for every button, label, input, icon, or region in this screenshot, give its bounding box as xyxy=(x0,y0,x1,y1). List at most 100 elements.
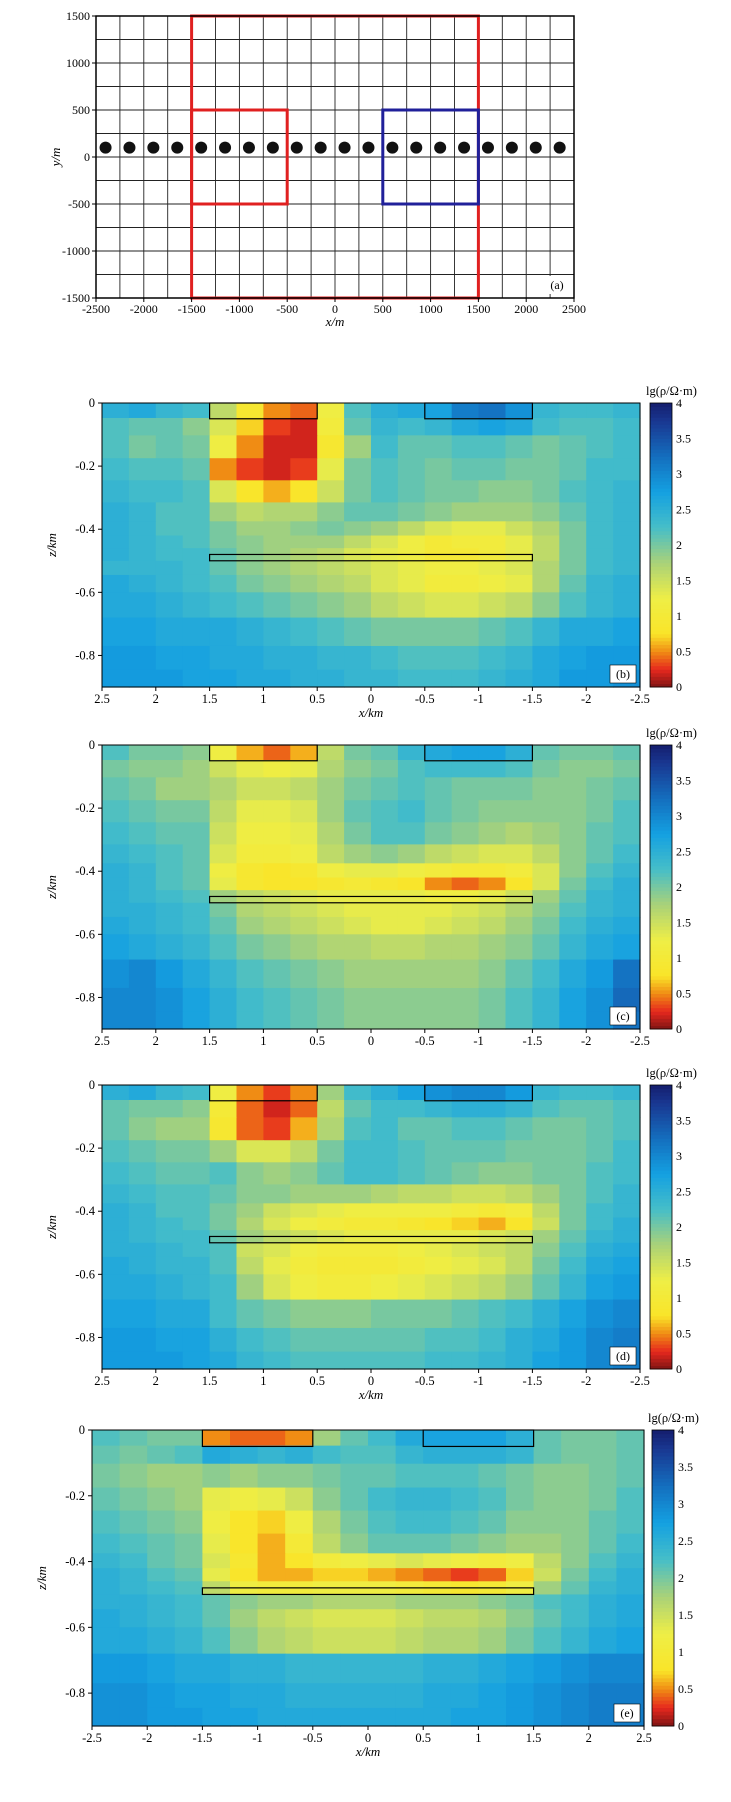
colorbar-segment xyxy=(652,1489,674,1494)
heatmap-cell xyxy=(209,1274,238,1301)
x-tick-label: -0.5 xyxy=(415,1034,435,1048)
heatmap-cell xyxy=(317,745,345,761)
heatmap-cell xyxy=(371,877,399,891)
heatmap-cell xyxy=(128,480,157,503)
colorbar-segment xyxy=(650,1340,672,1345)
heatmap-cell xyxy=(397,1162,426,1185)
colorbar-segment xyxy=(650,541,672,546)
heatmap-cell xyxy=(290,902,318,918)
heatmap-cell xyxy=(423,1609,452,1628)
heatmap-cell xyxy=(312,1653,341,1684)
heatmap-cell xyxy=(92,1707,121,1727)
colorbar-segment xyxy=(650,1177,672,1182)
heatmap-cell xyxy=(344,1140,372,1163)
heatmap-cell xyxy=(128,1099,157,1118)
heatmap-cell xyxy=(236,617,264,647)
heatmap-cell xyxy=(344,403,372,419)
heatmap-cell xyxy=(559,574,587,593)
heatmap-cell xyxy=(128,1184,157,1204)
heatmap-cell xyxy=(451,1274,480,1301)
heatmap-cell xyxy=(128,535,157,549)
colorbar-segment xyxy=(652,1574,674,1579)
heatmap-cell xyxy=(257,1683,286,1709)
heatmap-cell xyxy=(478,592,507,619)
heatmap-cell xyxy=(397,877,426,891)
heatmap-cell xyxy=(397,759,426,778)
heatmap-cell xyxy=(397,403,426,419)
heatmap-cell xyxy=(119,1510,148,1535)
colorbar-tick-label: 1.5 xyxy=(676,916,691,930)
colorbar-segment xyxy=(652,1500,674,1505)
colorbar-segment xyxy=(650,950,672,955)
heatmap-cell xyxy=(182,1099,211,1118)
heatmap-cell xyxy=(424,1011,453,1030)
heatmap-cell xyxy=(290,502,318,522)
heatmap-cell xyxy=(397,987,426,1013)
heatmap-cell xyxy=(371,844,399,864)
heatmap-cell xyxy=(285,1463,314,1489)
colorbar-tick-label: 3.5 xyxy=(676,1114,691,1128)
colorbar-segment xyxy=(652,1452,674,1457)
heatmap-cell xyxy=(236,959,264,989)
x-tick-label: 2.5 xyxy=(94,1034,110,1048)
heatmap-cell xyxy=(371,934,399,961)
heatmap-cell xyxy=(344,535,372,549)
colorbar-tick-label: 2 xyxy=(678,1571,684,1585)
heatmap-cell xyxy=(344,1184,372,1204)
heatmap-cell xyxy=(451,617,480,647)
heatmap-cell xyxy=(478,502,507,522)
colorbar-segment xyxy=(652,1611,674,1616)
heatmap-cell xyxy=(102,934,130,961)
y-tick-label: -500 xyxy=(68,197,90,211)
heatmap-cell xyxy=(423,1594,452,1610)
heatmap-cell xyxy=(182,877,211,891)
colorbar-segment xyxy=(652,1607,674,1612)
heatmap-cell xyxy=(230,1594,259,1610)
heatmap-cell xyxy=(155,822,184,845)
heatmap-cell xyxy=(263,1327,291,1353)
station-point xyxy=(242,141,255,154)
y-tick-label: -0.4 xyxy=(75,864,96,878)
heatmap-cell xyxy=(344,592,372,619)
heatmap-cell xyxy=(340,1553,369,1569)
colorbar-segment xyxy=(650,1251,672,1256)
heatmap-cell xyxy=(257,1609,286,1628)
heatmap-cell xyxy=(505,800,533,823)
heatmap-cell xyxy=(451,560,480,576)
heatmap-cell xyxy=(586,1351,614,1370)
colorbar-segment xyxy=(650,616,672,621)
heatmap-cell xyxy=(424,502,453,522)
colorbar-segment xyxy=(650,662,672,667)
heatmap-cell xyxy=(102,1217,130,1231)
heatmap-cell xyxy=(424,480,453,503)
colorbar-segment xyxy=(650,481,672,486)
heatmap-cell xyxy=(209,745,238,761)
heatmap-cell xyxy=(290,959,318,989)
heatmap-cell xyxy=(616,1463,645,1489)
heatmap-cell xyxy=(505,435,533,459)
colorbar-segment xyxy=(650,665,672,670)
station-point xyxy=(410,141,423,154)
colorbar-segment xyxy=(650,520,672,525)
heatmap-cell xyxy=(451,1140,480,1163)
heatmap-cell xyxy=(290,1299,318,1329)
colorbar-segment xyxy=(650,619,672,624)
y-axis-label: y/m xyxy=(48,148,63,169)
colorbar-segment xyxy=(650,488,672,493)
colorbar-segment xyxy=(652,1548,674,1553)
heatmap-cell xyxy=(257,1627,286,1655)
heatmap-cell xyxy=(586,1099,614,1118)
x-tick-label: 2000 xyxy=(514,302,538,316)
heatmap-cell xyxy=(102,844,130,864)
heatmap-cell xyxy=(559,759,587,778)
colorbar-segment xyxy=(650,901,672,906)
heatmap-cell xyxy=(586,844,614,864)
heatmap-cell xyxy=(559,1085,587,1101)
heatmap-cell xyxy=(102,1351,130,1370)
colorbar-segment xyxy=(650,816,672,821)
heatmap-cell xyxy=(102,902,130,918)
heatmap-cell xyxy=(559,902,587,918)
heatmap-cell xyxy=(505,592,533,619)
colorbar-segment xyxy=(650,644,672,649)
heatmap-cell xyxy=(397,560,426,576)
